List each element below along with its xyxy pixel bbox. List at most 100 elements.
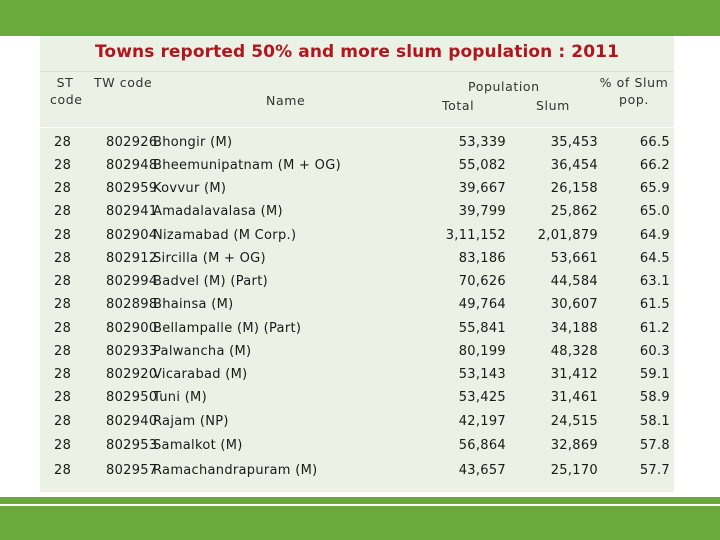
slum-percent-cell: 64.9	[639, 228, 670, 243]
slum-percent-cell: 58.9	[639, 390, 670, 405]
town-name-cell: Kovvur (M)	[153, 181, 227, 196]
header-pct-slum: % of Slum pop.	[596, 74, 672, 108]
st-code-cell: 28	[54, 438, 72, 453]
tw-code-cell: 802950	[106, 390, 158, 405]
slum-percent-cell: 65.9	[639, 181, 670, 196]
total-population-cell: 55,841	[458, 321, 506, 336]
st-code-cell: 28	[54, 274, 72, 289]
tw-code-cell: 802920	[106, 367, 158, 382]
tw-code-cell: 802900	[106, 321, 158, 336]
total-population-cell: 53,339	[458, 135, 506, 150]
slum-percent-cell: 57.7	[639, 463, 670, 478]
tw-code-cell: 802904	[106, 228, 158, 243]
table-row: 28 802912 Sircilla (M + OG) 83,186 53,661 64.…	[40, 248, 674, 270]
total-population-cell: 83,186	[458, 251, 506, 266]
st-code-cell: 28	[54, 344, 72, 359]
table-row: 28 802959 Kovvur (M) 39,667 26,158 65.9	[40, 178, 674, 200]
total-population-cell: 56,864	[458, 438, 506, 453]
slum-population-cell: 25,170	[550, 463, 598, 478]
slum-population-cell: 48,328	[550, 344, 598, 359]
town-name-cell: Bellampalle (M) (Part)	[153, 321, 302, 336]
st-code-cell: 28	[54, 321, 72, 336]
table-row: 28 802950 Tuni (M) 53,425 31,461 58.9	[40, 387, 674, 409]
tw-code-cell: 802994	[106, 274, 158, 289]
table-row: 28 802957 Ramachandrapuram (M) 43,657 25,170…	[40, 460, 674, 482]
st-code-cell: 28	[54, 204, 72, 219]
st-code-cell: 28	[54, 158, 72, 173]
town-name-cell: Tuni (M)	[153, 390, 207, 405]
slum-population-cell: 30,607	[550, 297, 598, 312]
st-code-cell: 28	[54, 181, 72, 196]
town-name-cell: Bheemunipatnam (M + OG)	[153, 158, 341, 173]
slum-percent-cell: 57.8	[639, 438, 670, 453]
slum-percent-cell: 61.2	[639, 321, 670, 336]
st-code-cell: 28	[54, 251, 72, 266]
town-name-cell: Rajam (NP)	[153, 414, 229, 429]
tw-code-cell: 802957	[106, 463, 158, 478]
slum-population-cell: 31,412	[550, 367, 598, 382]
tw-code-cell: 802940	[106, 414, 158, 429]
slum-percent-cell: 58.1	[639, 414, 670, 429]
table-row: 28 802994 Badvel (M) (Part) 70,626 44,584 63.…	[40, 271, 674, 293]
header-pct-line2: pop.	[619, 92, 649, 107]
header-population: Population	[468, 79, 540, 94]
header-divider	[40, 127, 674, 128]
st-code-cell: 28	[54, 367, 72, 382]
total-population-cell: 80,199	[458, 344, 506, 359]
header-total: Total	[442, 98, 475, 113]
town-name-cell: Sircilla (M + OG)	[153, 251, 266, 266]
header-slum: Slum	[536, 98, 570, 113]
table-row: 28 802900 Bellampalle (M) (Part) 55,841 34,1…	[40, 318, 674, 340]
tw-code-cell: 802933	[106, 344, 158, 359]
slum-population-cell: 44,584	[550, 274, 598, 289]
total-population-cell: 3,11,152	[445, 228, 506, 243]
slum-percent-cell: 66.2	[639, 158, 670, 173]
slum-population-cell: 26,158	[550, 181, 598, 196]
total-population-cell: 42,197	[458, 414, 506, 429]
table-row: 28 802926 Bhongir (M) 53,339 35,453 66.5	[40, 132, 674, 154]
top-green-band	[0, 0, 720, 36]
header-name: Name	[266, 93, 306, 108]
total-population-cell: 49,764	[458, 297, 506, 312]
slum-population-cell: 24,515	[550, 414, 598, 429]
tw-code-cell: 802898	[106, 297, 158, 312]
total-population-cell: 53,143	[458, 367, 506, 382]
table-row: 28 802920 Vicarabad (M) 53,143 31,412 59.1	[40, 364, 674, 386]
slum-percent-cell: 65.0	[639, 204, 670, 219]
header-st-code-line1: ST	[56, 75, 74, 90]
table-panel: Towns reported 50% and more slum populat…	[40, 36, 674, 492]
town-name-cell: Vicarabad (M)	[153, 367, 248, 382]
page-title: Towns reported 50% and more slum populat…	[94, 42, 620, 62]
slum-population-cell: 35,453	[550, 135, 598, 150]
tw-code-cell: 802941	[106, 204, 158, 219]
title-bar: Towns reported 50% and more slum populat…	[40, 36, 674, 72]
tw-code-cell: 802948	[106, 158, 158, 173]
town-name-cell: Samalkot (M)	[153, 438, 243, 453]
st-code-cell: 28	[54, 463, 72, 478]
slum-percent-cell: 66.5	[639, 135, 670, 150]
table-row: 28 802941 Amadalavalasa (M) 39,799 25,862 65.…	[40, 201, 674, 223]
table-row: 28 802904 Nizamabad (M Corp.) 3,11,152 2,01,…	[40, 225, 674, 247]
tw-code-cell: 802912	[106, 251, 158, 266]
table-row: 28 802940 Rajam (NP) 42,197 24,515 58.1	[40, 411, 674, 433]
st-code-cell: 28	[54, 135, 72, 150]
town-name-cell: Bhainsa (M)	[153, 297, 234, 312]
slum-percent-cell: 60.3	[639, 344, 670, 359]
total-population-cell: 39,799	[458, 204, 506, 219]
st-code-cell: 28	[54, 414, 72, 429]
slum-percent-cell: 63.1	[639, 274, 670, 289]
table-row: 28 802948 Bheemunipatnam (M + OG) 55,082 36,…	[40, 155, 674, 177]
tw-code-cell: 802926	[106, 135, 158, 150]
table-row: 28 802898 Bhainsa (M) 49,764 30,607 61.5	[40, 294, 674, 316]
st-code-cell: 28	[54, 297, 72, 312]
bottom-stripe	[0, 504, 720, 506]
table-row: 28 802933 Palwancha (M) 80,199 48,328 60.3	[40, 341, 674, 363]
header-tw-code: TW code	[94, 75, 153, 90]
town-name-cell: Ramachandrapuram (M)	[153, 463, 318, 478]
town-name-cell: Bhongir (M)	[153, 135, 233, 150]
slum-population-cell: 32,869	[550, 438, 598, 453]
slum-percent-cell: 61.5	[639, 297, 670, 312]
tw-code-cell: 802953	[106, 438, 158, 453]
st-code-cell: 28	[54, 390, 72, 405]
st-code-cell: 28	[54, 228, 72, 243]
